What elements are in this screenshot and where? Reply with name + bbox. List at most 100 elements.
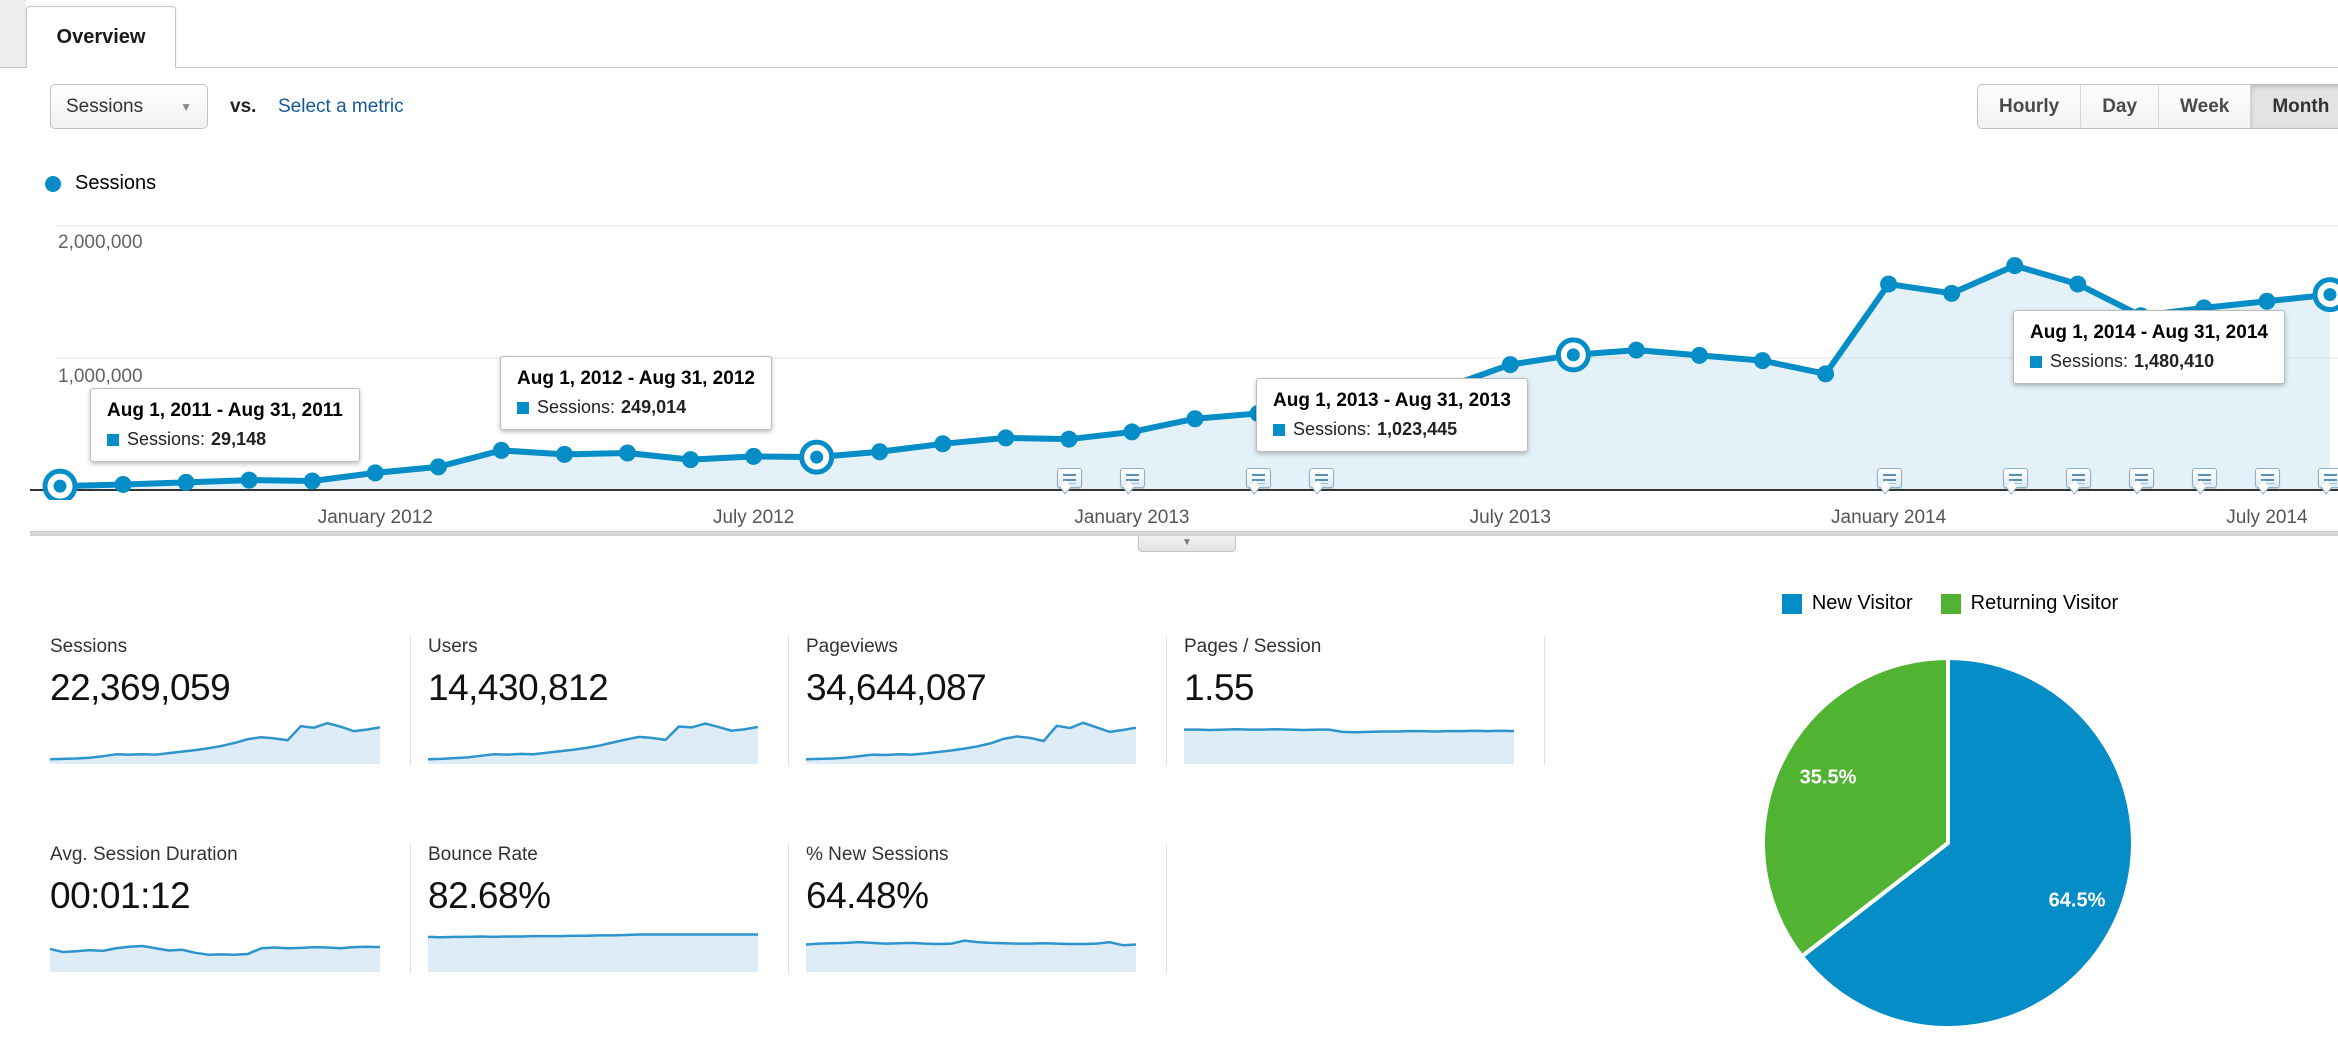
metric-selector-value: Sessions — [66, 95, 144, 117]
data-point — [177, 473, 195, 491]
annotation-marker-icon[interactable] — [1246, 468, 1272, 488]
annotation-marker-icon[interactable] — [2191, 468, 2217, 488]
tooltip-metric-label: Sessions: — [537, 397, 616, 417]
scorecard-pages-session: Pages / Session 1.55 — [1184, 636, 1524, 764]
scorecard-value: 82.68% — [428, 875, 551, 916]
data-point — [997, 429, 1015, 447]
scorecard-divider — [788, 844, 789, 974]
tooltip-metric-value: 249,014 — [621, 397, 687, 417]
data-point — [1501, 356, 1519, 374]
chart-tooltip: Aug 1, 2012 - Aug 31, 2012 Sessions: 249,0… — [500, 356, 772, 430]
y-axis-tick-label: 1,000,000 — [58, 366, 143, 387]
new-visitor-label: New Visitor — [1811, 592, 1913, 614]
scorecard-sparkline — [50, 944, 380, 972]
tooltip-metric-row: Sessions: 249,014 — [517, 397, 755, 418]
data-point — [619, 444, 636, 462]
select-a-metric-link[interactable]: Select a metric — [278, 96, 404, 117]
data-point — [2006, 257, 2024, 275]
annotation-marker-icon[interactable] — [2065, 468, 2091, 488]
tooltip-metric-value: 29,148 — [211, 429, 267, 449]
scorecard-divider — [788, 636, 789, 766]
annotations-drawer-toggle[interactable]: ▼ — [1138, 536, 1236, 552]
sessions-legend-dot-icon — [45, 175, 61, 192]
x-axis-tick-label: July 2012 — [712, 507, 795, 528]
tooltip-metric-label: Sessions: — [127, 429, 206, 449]
scorecard-label: Pages / Session — [1184, 636, 1322, 657]
data-point — [1880, 275, 1898, 293]
data-point — [1060, 430, 1078, 448]
x-axis-tick-label: January 2014 — [1831, 507, 1947, 528]
tooltip-date-range: Aug 1, 2014 - Aug 31, 2014 — [2030, 322, 2268, 343]
scorecard-value: 14,430,812 — [428, 667, 609, 708]
annotation-marker-icon[interactable] — [1309, 468, 1335, 488]
tooltip-metric-value: 1,023,445 — [1377, 419, 1458, 439]
annotation-marker-icon[interactable] — [1119, 468, 1145, 488]
scorecard-divider — [1166, 844, 1167, 974]
data-point — [114, 475, 132, 493]
data-point — [1186, 410, 1204, 428]
tab-overview-label: Overview — [56, 26, 146, 48]
data-point — [303, 472, 321, 490]
scorecard-label: Avg. Session Duration — [50, 844, 238, 865]
y-axis-tick-label: 2,000,000 — [58, 232, 143, 253]
scorecard-avg-session-duration: Avg. Session Duration 00:01:12 — [50, 844, 390, 972]
returning-visitor-label: Returning Visitor — [1970, 592, 2119, 614]
pie-slice-new-visitor — [1799, 656, 2135, 1030]
scorecard-label: Pageviews — [806, 636, 898, 657]
sessions-timeseries-chart[interactable]: 2,000,000 1,000,000 January 2012 July 2012 J… — [0, 215, 2338, 560]
scorecard--new-sessions: % New Sessions 64.48% — [806, 844, 1146, 972]
scorecard-sparkline — [806, 721, 1136, 764]
sessions-legend-label: Sessions — [75, 172, 157, 194]
visitor-type-pie-chart[interactable]: 64.5% 35.5% — [1753, 648, 2153, 1048]
vs-label: vs. — [230, 96, 257, 117]
scorecard-label: Users — [428, 636, 478, 657]
annotation-marker-icon[interactable] — [1876, 468, 1902, 488]
legend-item-returning-visitor: Returning Visitor — [1940, 592, 2119, 615]
granularity-week-button[interactable]: Week — [2158, 85, 2250, 128]
scorecard-label: % New Sessions — [806, 844, 949, 865]
annotation-marker-icon[interactable] — [2254, 468, 2280, 488]
new-visitor-swatch-icon — [1781, 593, 1802, 614]
annotation-marker-icon[interactable] — [2128, 468, 2154, 488]
chart-series-legend: Sessions — [45, 172, 156, 195]
data-point — [366, 464, 384, 482]
scorecard-sparkline — [428, 933, 758, 972]
highlighted-point-dot — [53, 479, 67, 493]
scorecard-value: 34,644,087 — [806, 667, 987, 708]
tooltip-date-range: Aug 1, 2011 - Aug 31, 2011 — [107, 400, 343, 421]
data-point — [2069, 275, 2087, 293]
scorecard-value: 1.55 — [1184, 667, 1255, 708]
granularity-toggle: Hourly Day Week Month — [1977, 84, 2338, 129]
x-axis-tick-label: July 2014 — [2226, 507, 2308, 528]
scorecard-pageviews: Pageviews 34,644,087 — [806, 636, 1146, 764]
granularity-day-button[interactable]: Day — [2080, 85, 2158, 128]
x-axis-tick-label: January 2013 — [1074, 507, 1190, 528]
granularity-hourly-button[interactable]: Hourly — [1999, 95, 2060, 117]
scorecard-divider — [410, 636, 411, 766]
scorecard-sparkline — [1184, 727, 1514, 764]
data-point — [1817, 365, 1835, 383]
tab-strip-divider — [0, 67, 2338, 68]
annotation-marker-icon[interactable] — [1056, 468, 1082, 488]
tooltip-series-swatch-icon — [107, 433, 119, 446]
pie-plot — [1760, 656, 2135, 1030]
scorecard-sparkline — [428, 722, 758, 764]
highlighted-point-dot — [810, 450, 824, 464]
tab-strip-edge — [0, 0, 26, 67]
data-point — [429, 458, 447, 476]
scorecard-label: Sessions — [50, 636, 128, 657]
returning-visitor-swatch-icon — [1940, 593, 1961, 614]
granularity-month-button[interactable]: Month — [2250, 85, 2338, 128]
tooltip-date-range: Aug 1, 2012 - Aug 31, 2012 — [517, 368, 755, 389]
annotation-marker-icon[interactable] — [2318, 468, 2338, 488]
annotation-marker-icon[interactable] — [2002, 468, 2028, 488]
metric-selector-dropdown[interactable]: Sessions ▼ — [50, 84, 208, 129]
scorecard-sparkline — [806, 939, 1136, 972]
scorecard-value: 00:01:12 — [50, 875, 191, 916]
data-point — [1943, 284, 1961, 302]
scorecard-sessions: Sessions 22,369,059 — [50, 636, 390, 764]
data-point — [1627, 341, 1645, 359]
tab-overview[interactable]: Overview — [26, 6, 176, 69]
pie-slice-percentage: 64.5% — [2048, 889, 2106, 912]
